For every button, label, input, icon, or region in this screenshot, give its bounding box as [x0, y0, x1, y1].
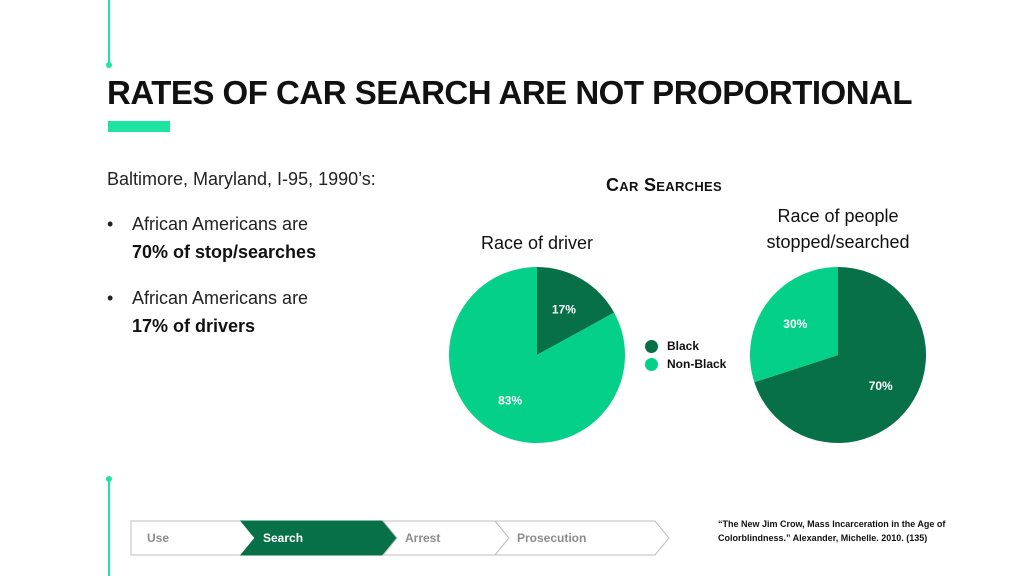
accent-line-bottom — [108, 480, 110, 576]
pie-slice-black — [754, 267, 926, 443]
pie-slice-non-black — [750, 267, 838, 383]
process-step-label: Prosecution — [517, 531, 586, 545]
bullet-emphasis: 17% of drivers — [132, 316, 256, 336]
chart-heading: Car Searches — [606, 175, 722, 195]
process-step-label: Arrest — [405, 531, 440, 545]
pie-chart-searched: 70% 30% — [750, 267, 926, 443]
title-underline — [108, 121, 170, 132]
legend-swatch-nonblack — [645, 358, 658, 371]
bullet-emphasis: 70% of stop/searches — [132, 242, 317, 262]
accent-dot-bottom — [106, 476, 112, 482]
page-title: RATES OF CAR SEARCH ARE NOT PROPORTIONAL — [107, 74, 913, 111]
legend-label: Non-Black — [667, 357, 727, 371]
accent-dot-top — [106, 62, 112, 68]
intro-text: Baltimore, Maryland, I-95, 1990’s: — [107, 169, 376, 189]
pie-chart-driver: 17% 83% — [449, 267, 625, 443]
bullet-text: African Americans are — [132, 214, 309, 234]
process-step-arrest — [381, 520, 510, 556]
pie-data-label: 70% — [869, 379, 893, 393]
pie-title-searched: Race of people stopped/searched — [766, 206, 910, 252]
pie-slice-black — [537, 267, 615, 355]
pie-title-driver: Race of driver — [480, 233, 594, 253]
pie-data-label: 17% — [552, 303, 576, 317]
citation: “The New Jim Crow, Mass Incarceration in… — [718, 519, 946, 543]
bullet-dot: • — [107, 214, 114, 234]
bullet-dot: • — [107, 288, 114, 308]
bullet-text: African Americans are — [132, 288, 309, 308]
legend-swatch-black — [645, 340, 658, 353]
legend-label: Black — [667, 339, 700, 353]
process-step-label: Use — [147, 531, 169, 545]
accent-line-top — [108, 0, 110, 64]
process-step-label: Search — [263, 531, 303, 545]
process-step-prosecution — [493, 520, 670, 556]
pie-slice-non-black — [449, 267, 625, 443]
process-flow: Use Search Arrest Prosecution — [130, 520, 670, 556]
pie-data-label: 30% — [783, 317, 807, 331]
pie-data-label: 83% — [498, 393, 522, 407]
